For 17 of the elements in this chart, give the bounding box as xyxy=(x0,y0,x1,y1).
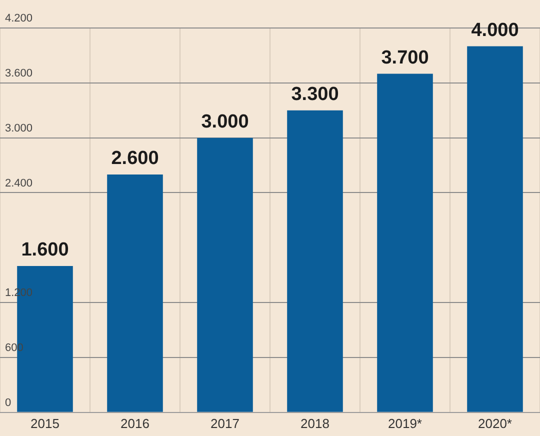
y-tick-label: 4.200 xyxy=(5,12,33,25)
data-label: 3.000 xyxy=(201,112,249,133)
data-label: 3.300 xyxy=(291,84,339,106)
x-tick-label: 2018 xyxy=(300,416,330,431)
x-tick-label: 2019* xyxy=(388,416,422,431)
data-label: 4.000 xyxy=(471,20,519,42)
x-tick-label: 2015 xyxy=(30,416,60,431)
data-label: 3.700 xyxy=(381,47,429,68)
x-tick-label: 2017 xyxy=(210,416,240,431)
y-tick-label: 0 xyxy=(5,396,12,409)
y-tick-label: 3.000 xyxy=(5,122,33,134)
x-tick-label: 2020* xyxy=(478,416,512,431)
data-label: 2.600 xyxy=(111,148,159,170)
x-tick-label: 2016 xyxy=(120,416,150,431)
data-label: 1.600 xyxy=(21,240,69,261)
y-tick-label: 2.400 xyxy=(5,177,33,190)
y-tick-label: 3.600 xyxy=(5,67,33,80)
